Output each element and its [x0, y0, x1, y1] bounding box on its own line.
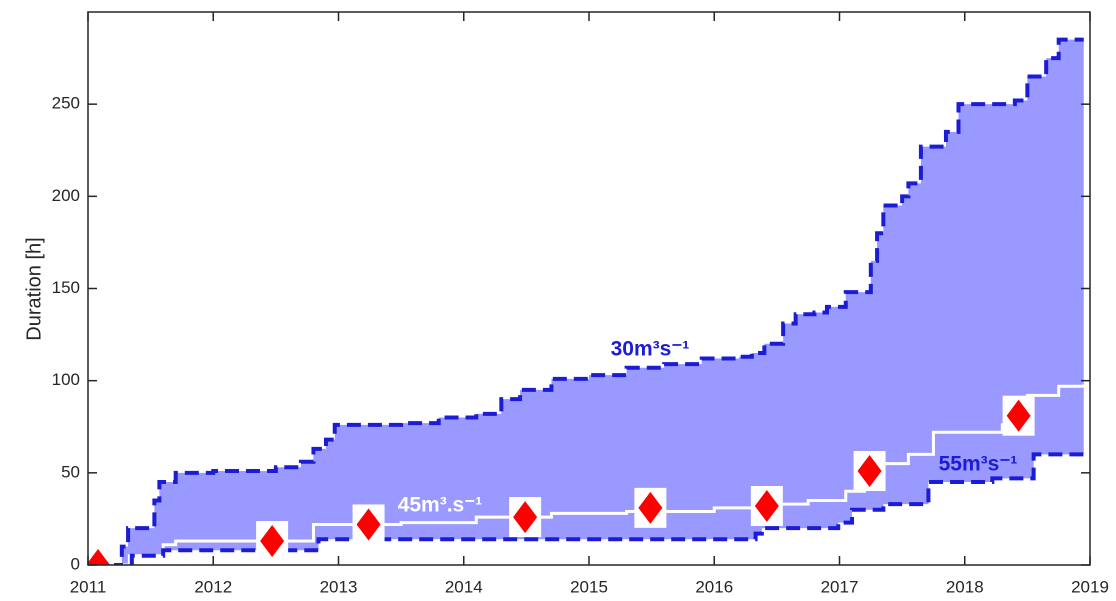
y-tick-label: 250: [52, 94, 80, 113]
series-line: [88, 37, 1084, 565]
marker: [754, 490, 779, 523]
x-tick-label: 2013: [320, 577, 358, 596]
y-tick-label: 100: [52, 370, 80, 389]
x-tick-label: 2014: [445, 577, 483, 596]
x-tick-label: 2012: [194, 577, 232, 596]
y-axis-label: Duration [h]: [23, 237, 45, 340]
x-tick-label: 2015: [570, 577, 608, 596]
band-fill: [88, 39, 1084, 565]
series-annotation: 45m³.s⁻¹: [398, 494, 483, 517]
x-tick-label: 2018: [946, 577, 984, 596]
marker: [857, 454, 882, 487]
marker: [356, 508, 381, 541]
marker: [260, 525, 285, 558]
marker: [1006, 399, 1031, 432]
y-tick-label: 50: [61, 462, 80, 481]
x-tick-label: 2019: [1071, 577, 1109, 596]
y-tick-label: 0: [71, 554, 80, 573]
marker: [638, 491, 663, 524]
marker: [513, 501, 538, 534]
marker: [88, 549, 111, 565]
x-tick-label: 2016: [695, 577, 733, 596]
x-tick-label: 2017: [821, 577, 859, 596]
y-tick-label: 150: [52, 278, 80, 297]
series-line: [88, 452, 1086, 565]
x-tick-label: 2011: [70, 577, 107, 596]
y-tick-label: 200: [52, 186, 80, 205]
series-annotation: 30m³s⁻¹: [611, 338, 690, 361]
series-annotation: 55m³s⁻¹: [939, 453, 1018, 476]
